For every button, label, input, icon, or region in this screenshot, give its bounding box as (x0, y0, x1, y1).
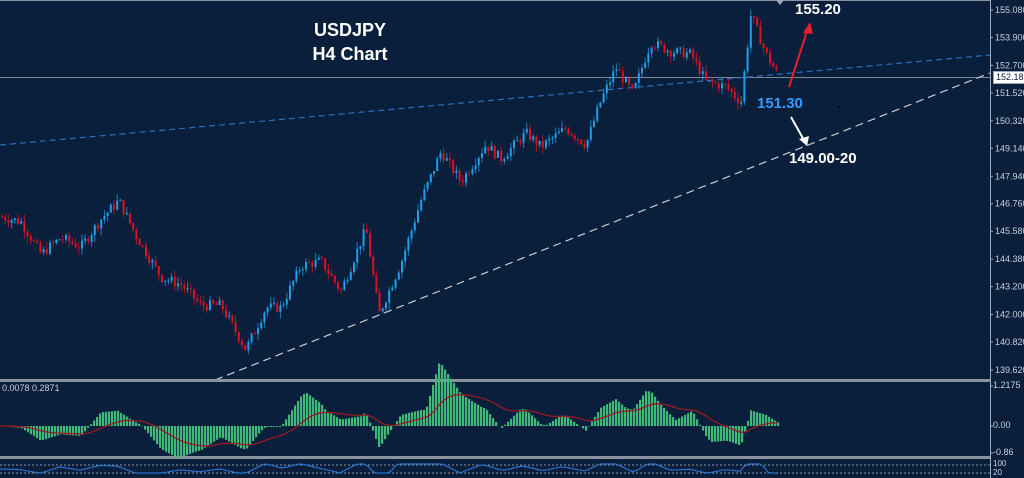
arrow-up-icon (788, 22, 813, 88)
price-axis-label: 145.580 (995, 226, 1024, 236)
price-axis: 155.080 153.900 152.700 151.520 150.320 149.1… (990, 5, 1024, 375)
chart-timeframe-title: H4 Chart (312, 44, 388, 64)
price-axis-label: 143.200 (995, 282, 1024, 292)
dot-marker (838, 106, 840, 108)
macd-axis-min: -0.86 (993, 447, 1014, 457)
price-axis-label: 149.140 (995, 143, 1024, 153)
current-price-tag: 152.181 (993, 71, 1024, 84)
price-axis-label: 155.080 (995, 5, 1024, 15)
price-axis-label: 152.700 (995, 60, 1024, 70)
pivot-label: 151.30 (757, 95, 803, 112)
upside-target-label: 155.20 (795, 1, 841, 18)
price-axis-label: 147.940 (995, 171, 1024, 181)
downside-target-label: 149.00-20 (789, 150, 857, 167)
candlesticks (1, 9, 778, 354)
price-axis-label: 151.520 (995, 88, 1024, 98)
lower-indicator-line (0, 463, 776, 474)
macd-indicator (0, 363, 780, 459)
macd-panel-separator[interactable] (0, 379, 990, 382)
macd-axis (990, 385, 993, 454)
chart-symbol-title: USDJPY (313, 20, 387, 40)
lower-panel-separator[interactable] (0, 456, 990, 459)
price-axis-label: 146.760 (995, 199, 1024, 209)
macd-axis-max: 1.2175 (993, 380, 1021, 390)
period-marker-icon (776, 0, 784, 5)
macd-axis-zero: 0.00 (993, 420, 1011, 430)
lower-axis-20: 20 (993, 468, 1002, 477)
price-axis-label: 139.620 (995, 365, 1024, 375)
price-axis-label: 144.380 (995, 254, 1024, 264)
arrow-down-icon (790, 116, 809, 146)
price-axis-label: 142.000 (995, 310, 1024, 320)
price-axis-label: 140.820 (995, 337, 1024, 347)
lower-axis-100: 100 (993, 459, 1007, 468)
price-axis-label: 150.320 (995, 116, 1024, 126)
price-axis-label: 153.900 (995, 32, 1024, 42)
blue-trendline (0, 54, 991, 146)
macd-values-label: 0.0078 0.2871 (2, 383, 60, 393)
white-trendline (214, 72, 991, 381)
